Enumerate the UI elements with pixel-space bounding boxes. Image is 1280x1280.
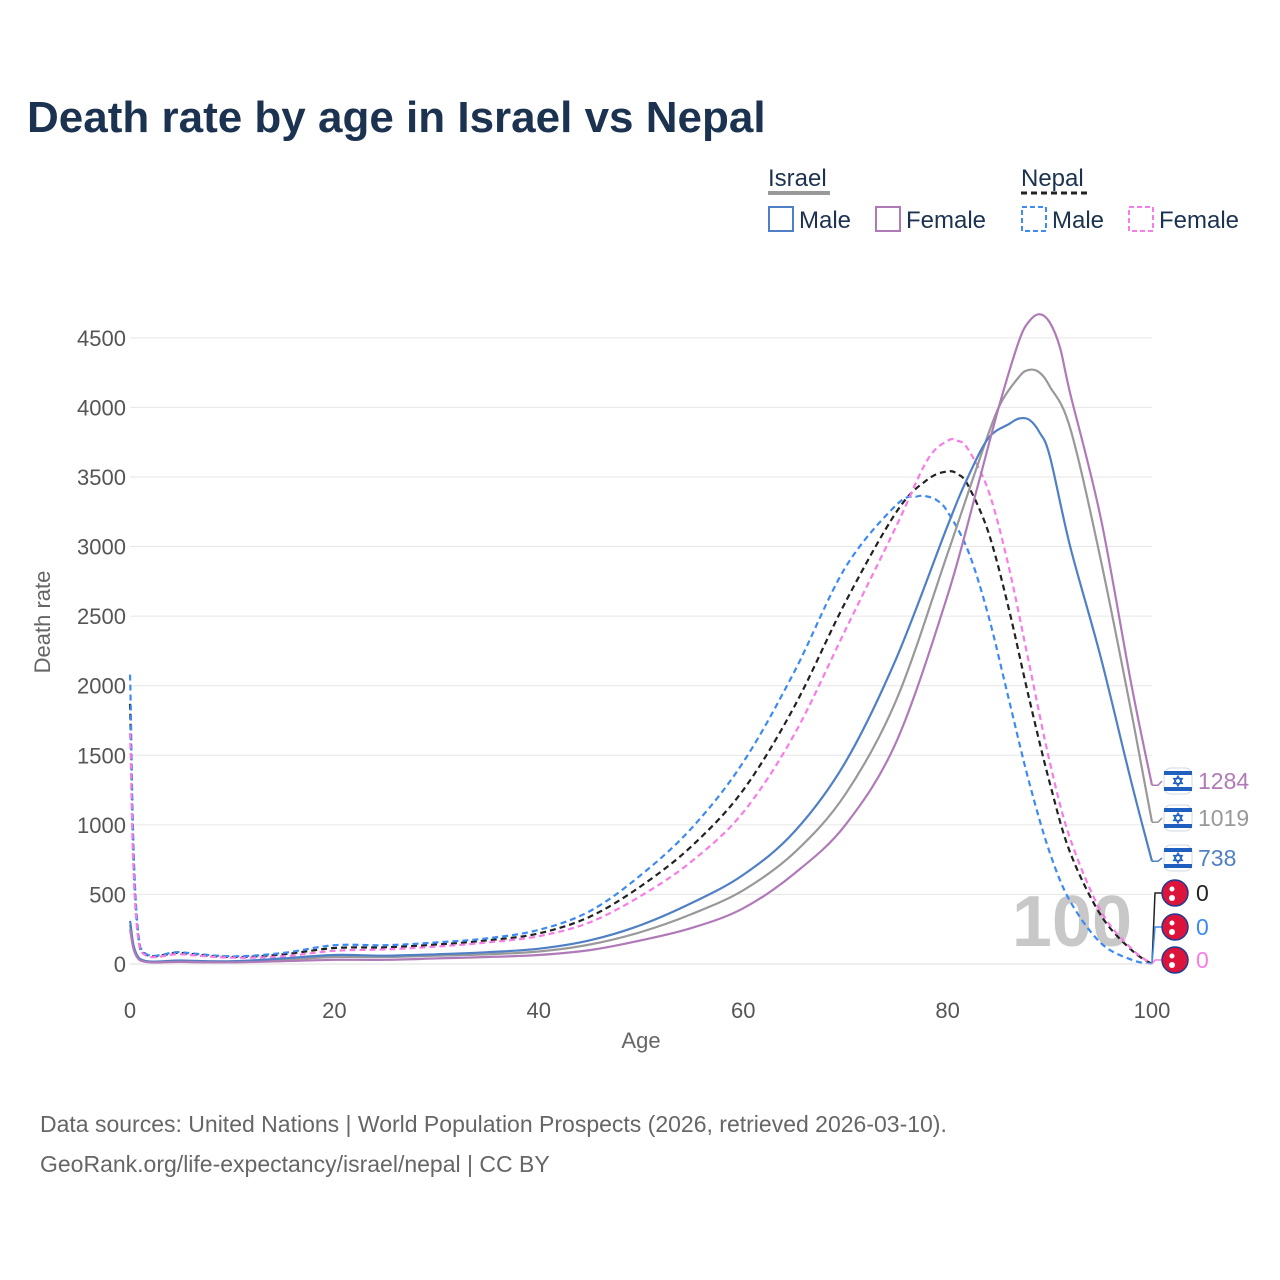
flag-nepal-female-disc bbox=[1161, 946, 1189, 974]
end-connector-nepal-male bbox=[1151, 926, 1162, 965]
flag-israel-total bbox=[1163, 804, 1193, 832]
y-tick-label-4500: 4500 bbox=[77, 326, 126, 351]
end-connector-israel-total bbox=[1152, 817, 1163, 823]
series-line-nepal-male bbox=[128, 494, 1153, 966]
x-tick-label-20: 20 bbox=[322, 998, 346, 1023]
y-tick-label-2000: 2000 bbox=[77, 674, 126, 699]
series-line-israel-female bbox=[128, 313, 1154, 964]
legend-nepal-male-swatch bbox=[1021, 206, 1047, 232]
y-axis-label: Death rate bbox=[30, 571, 55, 674]
x-tick-label-60: 60 bbox=[731, 998, 755, 1023]
y-tick-label-2500: 2500 bbox=[77, 604, 126, 629]
chart-title: Death rate by age in Israel vs Nepal bbox=[27, 93, 766, 142]
source-line-1: Data sources: United Nations | World Pop… bbox=[40, 1111, 947, 1137]
y-tick-label-4000: 4000 bbox=[77, 395, 126, 420]
flag-israel-total-star-b bbox=[1172, 814, 1184, 825]
flag-nepal-total bbox=[1161, 879, 1189, 907]
flag-nepal-male-sun bbox=[1169, 929, 1175, 935]
grid bbox=[130, 337, 1152, 965]
legend-nepal-male-label: Male bbox=[1052, 207, 1104, 234]
legend-nepal-female-swatch bbox=[1128, 206, 1154, 232]
legend-nepal-female-label: Female bbox=[1159, 207, 1239, 234]
y-tick-label-1500: 1500 bbox=[77, 743, 126, 768]
flag-israel-male-stripe-top bbox=[1164, 848, 1192, 852]
y-tick-label-3000: 3000 bbox=[77, 535, 126, 560]
end-connector-nepal-total bbox=[1151, 892, 1162, 965]
flag-nepal-total-moon bbox=[1169, 886, 1175, 892]
series-line-nepal-total bbox=[128, 470, 1153, 965]
y-tick-label-3500: 3500 bbox=[77, 465, 126, 490]
watermark-layer: 100 bbox=[1012, 882, 1132, 962]
end-connector-israel-female bbox=[1152, 780, 1163, 787]
x-tick-label-40: 40 bbox=[527, 998, 551, 1023]
x-tick-label-100: 100 bbox=[1134, 998, 1171, 1023]
end-labels: 1284 1019 738 0 0 0 bbox=[1151, 767, 1249, 974]
legend-israel-female-swatch bbox=[875, 206, 901, 232]
flag-israel-male-star-a bbox=[1172, 851, 1184, 862]
flag-nepal-male bbox=[1161, 913, 1189, 941]
flag-nepal-female-sun bbox=[1169, 962, 1175, 968]
y-tick-label-1000: 1000 bbox=[77, 813, 126, 838]
flag-israel-male bbox=[1163, 844, 1193, 872]
flag-nepal-total-sun bbox=[1169, 895, 1175, 901]
flag-israel-total-star-a bbox=[1172, 811, 1184, 822]
axes: 0 500 1000 1500 2000 2500 3000 3500 4000 4500 0 20 4… bbox=[77, 326, 1170, 1023]
end-label-israel-female: 1284 bbox=[1198, 768, 1249, 794]
end-connector-nepal-female bbox=[1151, 959, 1162, 965]
flag-israel-female bbox=[1163, 767, 1193, 795]
end-label-israel-male: 738 bbox=[1198, 845, 1236, 871]
series-line-israel-total bbox=[128, 368, 1154, 964]
series-line-nepal-female bbox=[128, 437, 1153, 965]
y-tick-label-0: 0 bbox=[114, 952, 126, 977]
legend-israel-female-label: Female bbox=[906, 207, 986, 234]
series-layer bbox=[128, 313, 1154, 966]
year-watermark: 100 bbox=[1012, 882, 1132, 962]
flag-israel-male-star-b bbox=[1172, 854, 1184, 865]
flag-nepal-female-moon bbox=[1169, 953, 1175, 959]
legend-israel-male-label: Male bbox=[799, 207, 851, 234]
flag-israel-female-star-b bbox=[1172, 777, 1184, 788]
legend-group-israel: Israel bbox=[768, 165, 827, 192]
legend: Israel Nepal Male Female Male Female bbox=[768, 165, 1239, 234]
flag-israel-total-stripe-bottom bbox=[1164, 824, 1192, 828]
end-label-nepal-male: 0 bbox=[1196, 914, 1209, 940]
flag-israel-female-stripe-top bbox=[1164, 771, 1192, 775]
legend-group-nepal: Nepal bbox=[1021, 165, 1084, 192]
y-tick-label-500: 500 bbox=[89, 882, 126, 907]
source-line-2: GeoRank.org/life-expectancy/israel/nepal… bbox=[40, 1151, 550, 1177]
flag-nepal-total-disc bbox=[1161, 879, 1189, 907]
end-label-israel-total: 1019 bbox=[1198, 805, 1249, 831]
x-tick-label-0: 0 bbox=[124, 998, 136, 1023]
end-connector-israel-male bbox=[1152, 857, 1163, 863]
flag-israel-female-star-a bbox=[1172, 774, 1184, 785]
flag-nepal-male-disc bbox=[1161, 913, 1189, 941]
x-tick-label-80: 80 bbox=[935, 998, 959, 1023]
series-line-israel-male bbox=[128, 416, 1154, 963]
end-label-nepal-total: 0 bbox=[1196, 880, 1209, 906]
end-label-nepal-female: 0 bbox=[1196, 947, 1209, 973]
flag-israel-female-stripe-bottom bbox=[1164, 787, 1192, 791]
flag-israel-male-stripe-bottom bbox=[1164, 864, 1192, 868]
x-axis-label: Age bbox=[621, 1028, 660, 1053]
legend-israel-male-swatch bbox=[768, 206, 794, 232]
flag-israel-total-stripe-top bbox=[1164, 808, 1192, 812]
flag-nepal-male-moon bbox=[1169, 920, 1175, 926]
flag-nepal-female bbox=[1161, 946, 1189, 974]
